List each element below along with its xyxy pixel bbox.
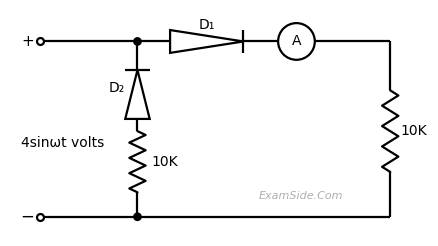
Text: D₁: D₁ bbox=[198, 18, 215, 32]
Polygon shape bbox=[170, 30, 244, 53]
Circle shape bbox=[134, 38, 141, 45]
Polygon shape bbox=[125, 70, 150, 119]
Text: A: A bbox=[292, 34, 301, 48]
Circle shape bbox=[278, 23, 315, 60]
Circle shape bbox=[134, 213, 141, 220]
Text: D₂: D₂ bbox=[109, 81, 125, 95]
Text: 4sinωt volts: 4sinωt volts bbox=[21, 136, 105, 150]
Text: −: − bbox=[21, 208, 34, 226]
Text: 10K: 10K bbox=[400, 124, 427, 138]
Text: 10K: 10K bbox=[152, 155, 178, 169]
Text: ExamSide.Com: ExamSide.Com bbox=[258, 191, 343, 201]
Text: +: + bbox=[21, 34, 34, 49]
